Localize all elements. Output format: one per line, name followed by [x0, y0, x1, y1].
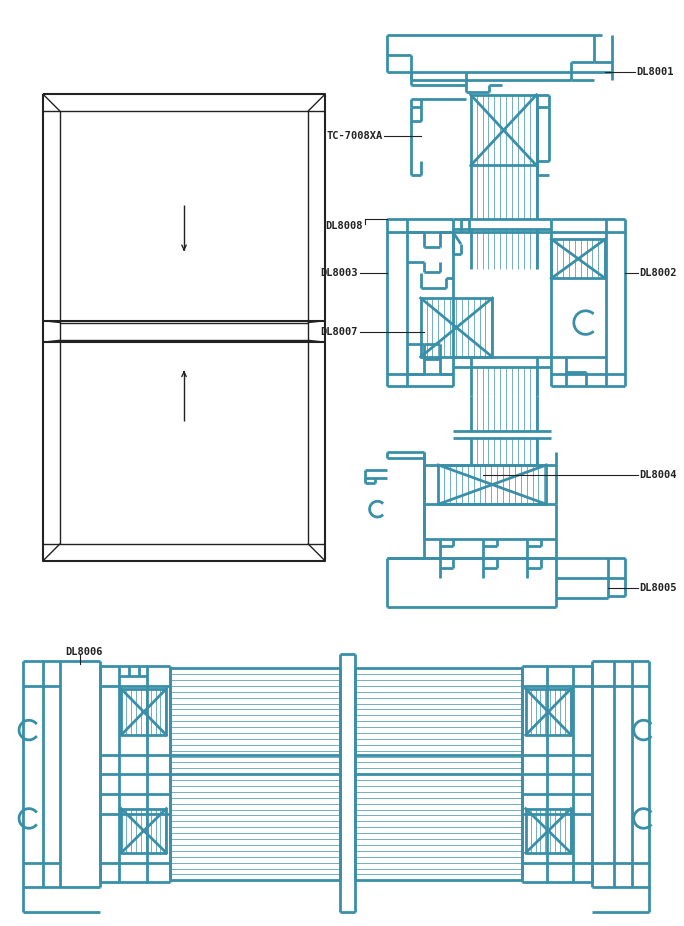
Text: DL8006: DL8006 — [65, 646, 103, 657]
Text: DL8004: DL8004 — [640, 469, 677, 480]
Text: DL8003: DL8003 — [320, 269, 358, 279]
Text: DL8008: DL8008 — [325, 221, 363, 232]
Text: DL8005: DL8005 — [640, 582, 677, 593]
Text: DL8007: DL8007 — [320, 328, 358, 337]
Text: DL8001: DL8001 — [637, 68, 674, 77]
Text: TC-7008XA: TC-7008XA — [326, 131, 382, 141]
Text: DL8002: DL8002 — [640, 269, 677, 279]
